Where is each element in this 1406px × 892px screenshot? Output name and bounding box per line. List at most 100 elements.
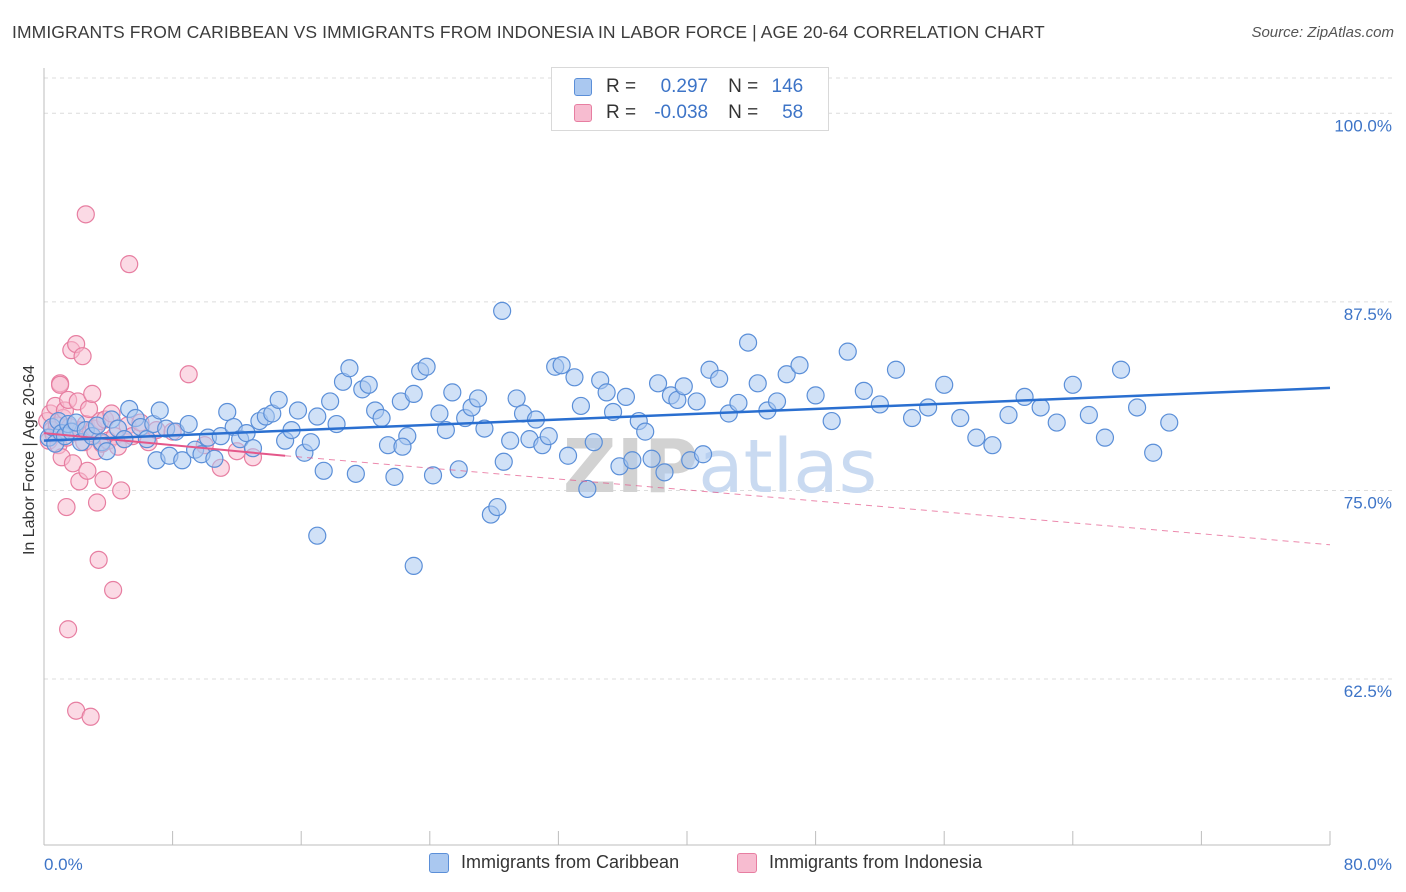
indonesia-point bbox=[50, 375, 70, 394]
r-label: R = bbox=[606, 102, 637, 123]
caribbean-point bbox=[321, 392, 340, 411]
caribbean-point bbox=[648, 374, 668, 393]
y-axis-label: In Labor Force | Age 20-64 bbox=[21, 365, 38, 555]
legend-label-indonesia: Immigrants from Indonesia bbox=[769, 852, 983, 872]
caribbean-point bbox=[430, 404, 449, 423]
indonesia-point bbox=[57, 497, 76, 517]
caribbean-point bbox=[870, 395, 890, 414]
watermark: ZIPatlas bbox=[563, 424, 877, 510]
caribbean-point bbox=[269, 390, 288, 410]
caribbean-point bbox=[558, 446, 578, 465]
caribbean-point bbox=[346, 464, 365, 483]
caribbean-point bbox=[404, 384, 423, 403]
caribbean-point bbox=[565, 368, 584, 387]
legend-item-indonesia[interactable]: Immigrants from Indonesia bbox=[737, 852, 982, 873]
y-tick-label: 87.5% bbox=[1344, 305, 1392, 324]
indonesia-point bbox=[112, 481, 131, 500]
caribbean-point bbox=[1031, 398, 1050, 417]
indonesia-point bbox=[78, 461, 97, 480]
caribbean-point bbox=[1079, 405, 1098, 425]
caribbean-point bbox=[494, 452, 513, 471]
caribbean-point bbox=[475, 419, 494, 438]
caribbean-point bbox=[205, 449, 224, 468]
caribbean-point bbox=[501, 431, 520, 450]
caribbean-point bbox=[308, 526, 327, 545]
caribbean-point bbox=[1160, 413, 1179, 432]
caribbean-point bbox=[767, 392, 787, 411]
caribbean-point bbox=[674, 377, 693, 396]
source-label: Source: ZipAtlas.com bbox=[1251, 24, 1394, 41]
indonesia-point bbox=[94, 470, 113, 489]
indonesia-point bbox=[89, 550, 108, 569]
caribbean-point bbox=[423, 466, 443, 485]
caribbean-point bbox=[710, 369, 729, 388]
caribbean-point bbox=[999, 405, 1018, 425]
indonesia-trend-extension bbox=[285, 455, 1331, 546]
caribbean-point bbox=[308, 407, 327, 426]
stats-legend-row-indonesia: R = -0.038 N = 58 bbox=[574, 101, 803, 125]
caribbean-point bbox=[507, 389, 526, 408]
chart-title: IMMIGRANTS FROM CARIBBEAN VS IMMIGRANTS … bbox=[12, 22, 1045, 42]
caribbean-point bbox=[655, 463, 674, 482]
caribbean-point bbox=[173, 451, 192, 470]
caribbean-point bbox=[1047, 413, 1066, 432]
caribbean-point bbox=[693, 445, 713, 464]
trend-layer bbox=[43, 386, 1331, 546]
r-value-caribbean: 0.297 bbox=[660, 76, 709, 97]
indonesia-swatch bbox=[574, 104, 592, 122]
caribbean-trend-line bbox=[43, 386, 1331, 442]
x-tick-label: 0.0% bbox=[44, 855, 83, 874]
caribbean-point bbox=[359, 375, 378, 394]
caribbean-point bbox=[449, 460, 468, 479]
caribbean-point bbox=[748, 374, 767, 393]
caribbean-point bbox=[1127, 398, 1147, 417]
n-value-indonesia: 58 bbox=[782, 102, 804, 123]
caribbean-point bbox=[372, 408, 391, 428]
caribbean-point bbox=[443, 383, 462, 402]
caribbean-point bbox=[1111, 360, 1131, 379]
caribbean-point bbox=[616, 387, 636, 407]
caribbean-point bbox=[404, 556, 423, 575]
caribbean-point bbox=[385, 467, 404, 486]
y-tick-label: 100.0% bbox=[1334, 116, 1392, 135]
caribbean-point bbox=[393, 437, 412, 456]
caribbean-point bbox=[493, 301, 512, 321]
caribbean-point bbox=[578, 479, 597, 499]
caribbean-point bbox=[584, 433, 603, 452]
caribbean-point bbox=[967, 428, 986, 447]
caribbean-point bbox=[179, 414, 198, 434]
caribbean-point bbox=[729, 393, 748, 413]
caribbean-point bbox=[806, 386, 825, 405]
caribbean-point bbox=[777, 365, 796, 384]
n-label: N = bbox=[728, 76, 759, 97]
indonesia-point bbox=[104, 580, 123, 600]
n-label: N = bbox=[728, 102, 759, 123]
caribbean-point bbox=[919, 398, 938, 417]
r-value-indonesia: -0.038 bbox=[654, 102, 709, 123]
caribbean-point bbox=[340, 359, 359, 378]
indonesia-point bbox=[81, 707, 100, 726]
indonesia-legend-swatch bbox=[737, 852, 757, 873]
legend-item-caribbean[interactable]: Immigrants from Caribbean bbox=[429, 852, 679, 873]
indonesia-trend-line bbox=[43, 432, 286, 457]
caribbean-point bbox=[902, 408, 922, 428]
caribbean-point bbox=[301, 433, 320, 452]
caribbean-point bbox=[417, 357, 436, 376]
caribbean-legend-swatch bbox=[429, 852, 449, 873]
n-value-caribbean: 146 bbox=[771, 76, 804, 97]
caribbean-point bbox=[790, 356, 809, 375]
caribbean-point bbox=[951, 408, 970, 428]
caribbean-point bbox=[983, 436, 1002, 455]
indonesia-point bbox=[63, 454, 83, 473]
stats-legend-row-caribbean: R = 0.297 N = 146 bbox=[574, 75, 803, 99]
caribbean-point bbox=[1063, 375, 1082, 394]
caribbean-swatch bbox=[574, 78, 592, 96]
caribbean-point bbox=[636, 422, 655, 441]
indonesia-point bbox=[179, 365, 198, 384]
caribbean-point bbox=[218, 402, 237, 422]
caribbean-point bbox=[854, 381, 873, 400]
legend-label-caribbean: Immigrants from Caribbean bbox=[461, 852, 680, 872]
indonesia-point bbox=[59, 620, 78, 639]
indonesia-point bbox=[120, 255, 139, 274]
